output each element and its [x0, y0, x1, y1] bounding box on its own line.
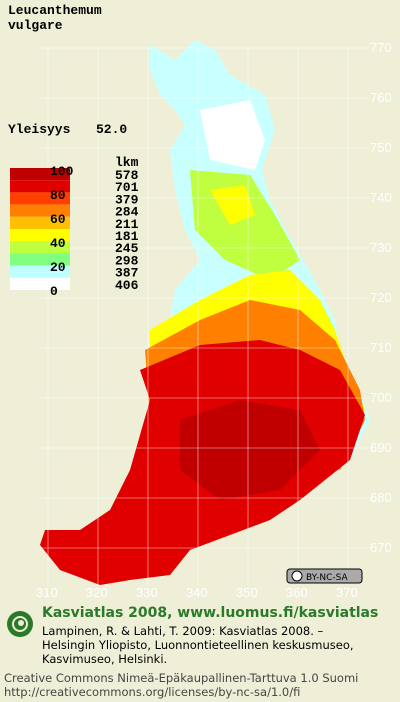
easting-label: 360 — [286, 585, 308, 600]
legend-count: 701 — [115, 180, 139, 195]
citation: Kasvimuseo, Helsinki. — [42, 652, 167, 666]
frequency-value: 52.0 — [96, 122, 127, 137]
count-header: lkm — [115, 155, 139, 170]
northing-label: 680 — [370, 490, 392, 505]
map-area — [200, 100, 265, 170]
northing-label: 700 — [370, 390, 392, 405]
license: Creative Commons Nimeä-Epäkaupallinen-Ta… — [4, 671, 358, 685]
citation: Helsingin Yliopisto, Luonnontieteellinen… — [42, 638, 354, 652]
frequency-label: Yleisyys — [8, 122, 71, 137]
northing-labels: 770 760 750 740 730 720 710 700 690 680 670 — [370, 40, 392, 555]
northing-label: 690 — [370, 440, 392, 455]
easting-label: 320 — [86, 585, 108, 600]
badge-text: BY-NC-SA — [306, 573, 349, 583]
map — [40, 40, 370, 585]
legend-count: 379 — [115, 192, 139, 207]
legend-swatch — [10, 277, 70, 290]
license: http://creativecommons.org/licenses/by-n… — [4, 685, 300, 699]
legend-swatch — [10, 168, 70, 181]
easting-label: 350 — [236, 585, 258, 600]
northing-label: 760 — [370, 90, 392, 105]
footer-heading: Kasviatlas 2008, www.luomus.fi/kasviatla… — [42, 605, 378, 621]
northing-label: 770 — [370, 40, 392, 55]
legend-scale-label: 60 — [50, 212, 66, 227]
legend-scale-label: 80 — [50, 188, 66, 203]
legend-scale-label: 20 — [50, 260, 66, 275]
legend-count: 387 — [115, 266, 138, 281]
legend-swatch — [10, 192, 70, 205]
northing-label: 750 — [370, 140, 392, 155]
legend-scale-label: 0 — [50, 284, 58, 299]
legend-count: 245 — [115, 241, 139, 256]
legend-count: 211 — [115, 217, 139, 232]
legend-count: 181 — [115, 229, 139, 244]
grid-lines — [40, 47, 370, 585]
northing-label: 670 — [370, 540, 392, 555]
legend-swatch — [10, 204, 70, 217]
legend-swatch — [10, 229, 70, 242]
legend-swatch — [10, 180, 70, 193]
license-badge: BY-NC-SA — [286, 568, 363, 584]
legend-count: 298 — [115, 253, 139, 268]
legend-swatch — [10, 265, 70, 278]
easting-label: 330 — [136, 585, 158, 600]
map-area — [210, 185, 255, 225]
easting-label: 370 — [336, 585, 358, 600]
easting-labels: 310 320 330 340 350 360 370 — [36, 585, 358, 600]
legend-swatch — [10, 253, 70, 266]
logo — [7, 611, 33, 637]
northing-label: 730 — [370, 240, 392, 255]
title: vulgare — [8, 18, 63, 33]
legend-count: 284 — [115, 205, 139, 220]
easting-label: 340 — [186, 585, 208, 600]
legend-swatch — [10, 216, 70, 229]
citation: Lampinen, R. & Lahti, T. 2009: Kasviatla… — [42, 624, 324, 638]
legend-scale-label: 100 — [50, 164, 74, 179]
legend-swatch — [10, 241, 70, 254]
map-area — [180, 400, 320, 500]
legend-count: 406 — [115, 278, 139, 293]
legend: 100 80 60 40 20 0 5787013792842111812452983874… — [10, 164, 139, 299]
northing-label: 710 — [370, 340, 392, 355]
title: Leucanthemum — [8, 3, 102, 18]
easting-label: 310 — [36, 585, 58, 600]
northing-label: 740 — [370, 190, 392, 205]
legend-scale-label: 40 — [50, 236, 66, 251]
legend-count: 578 — [115, 168, 139, 183]
northing-label: 720 — [370, 290, 392, 305]
